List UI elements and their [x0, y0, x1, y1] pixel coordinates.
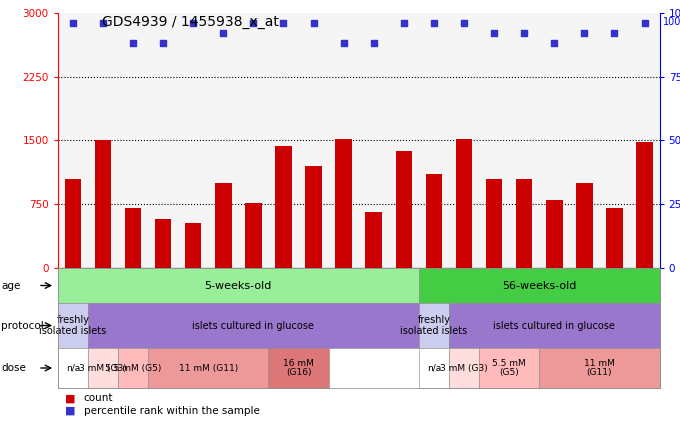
Text: n/a: n/a [66, 363, 80, 373]
Text: 5.5 mM
(G5): 5.5 mM (G5) [492, 359, 526, 377]
Text: GDS4939 / 1455938_x_at: GDS4939 / 1455938_x_at [102, 15, 279, 29]
Point [489, 30, 500, 36]
Point [97, 19, 108, 26]
Text: n/a: n/a [427, 363, 441, 373]
Text: percentile rank within the sample: percentile rank within the sample [84, 406, 260, 416]
Bar [124, 209, 141, 268]
Point [308, 19, 319, 26]
Point [579, 30, 590, 36]
Bar [396, 151, 412, 268]
Text: protocol: protocol [1, 321, 44, 330]
Point [248, 19, 259, 26]
Bar [426, 174, 442, 268]
Bar [155, 219, 171, 268]
Text: 11 mM (G11): 11 mM (G11) [179, 363, 238, 373]
Point [428, 19, 439, 26]
Point [218, 30, 228, 36]
Point [609, 30, 620, 36]
Bar [516, 179, 532, 268]
Text: ■: ■ [65, 406, 75, 416]
Bar [95, 140, 112, 268]
Bar [245, 203, 262, 268]
Text: 5.5 mM (G5): 5.5 mM (G5) [105, 363, 161, 373]
Text: 3 mM (G3): 3 mM (G3) [79, 363, 126, 373]
Point [67, 19, 78, 26]
Bar [185, 223, 201, 268]
Point [188, 19, 199, 26]
Bar [576, 183, 593, 268]
Point [278, 19, 289, 26]
Bar [215, 183, 232, 268]
Bar [546, 200, 562, 268]
Bar [606, 209, 623, 268]
Point [398, 19, 409, 26]
Text: ■: ■ [65, 393, 75, 403]
Text: dose: dose [1, 363, 27, 373]
Text: 100%: 100% [663, 17, 680, 27]
Text: age: age [1, 280, 20, 291]
Text: islets cultured in glucose: islets cultured in glucose [494, 321, 615, 330]
Text: 56-weeks-old: 56-weeks-old [502, 280, 577, 291]
Bar [486, 179, 503, 268]
Bar [65, 179, 81, 268]
Text: freshly
isolated islets: freshly isolated islets [401, 315, 468, 336]
Text: 5-weeks-old: 5-weeks-old [205, 280, 272, 291]
Bar [456, 139, 473, 268]
Point [128, 40, 139, 47]
Point [458, 19, 469, 26]
Point [369, 40, 379, 47]
Point [639, 19, 650, 26]
Bar [335, 140, 352, 268]
Text: 11 mM
(G11): 11 mM (G11) [584, 359, 615, 377]
Bar [305, 166, 322, 268]
Text: freshly
isolated islets: freshly isolated islets [39, 315, 107, 336]
Point [338, 40, 349, 47]
Text: count: count [84, 393, 113, 403]
Bar [636, 142, 653, 268]
Point [519, 30, 530, 36]
Point [549, 40, 560, 47]
Text: 3 mM (G3): 3 mM (G3) [440, 363, 488, 373]
Text: islets cultured in glucose: islets cultured in glucose [192, 321, 314, 330]
Point [158, 40, 169, 47]
Text: 16 mM
(G16): 16 mM (G16) [283, 359, 314, 377]
Bar [365, 212, 382, 268]
Bar [275, 146, 292, 268]
